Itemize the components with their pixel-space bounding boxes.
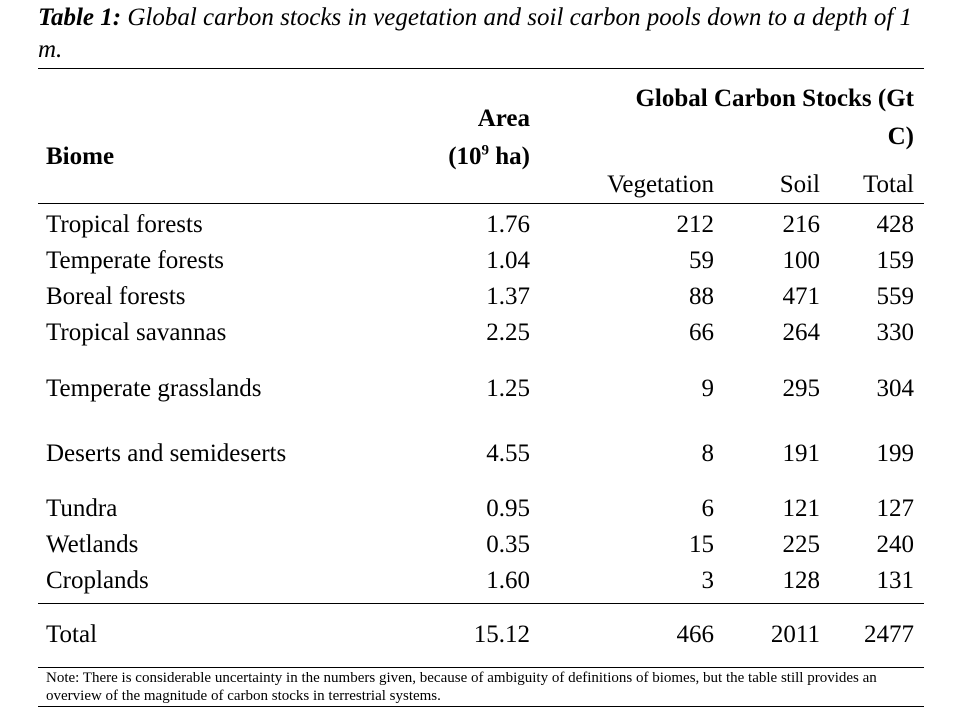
- row-area-cell: 0.95: [486, 495, 530, 522]
- row-vegetation-cell: 212: [676, 211, 715, 238]
- row-biome-cell: Croplands: [46, 567, 149, 594]
- row-total-cell: 127: [876, 495, 915, 522]
- row-soil-cell: 216: [782, 211, 821, 238]
- row-area-cell: 1.04: [486, 247, 530, 274]
- row-biome-cell: Tundra: [46, 495, 118, 522]
- caption-text: Global carbon stocks in vegetation and s…: [38, 4, 913, 63]
- row-biome-cell: Temperate forests: [46, 247, 225, 274]
- row-total-cell: 304: [876, 375, 915, 402]
- row-total-cell: 330: [876, 319, 915, 346]
- header-rule: [38, 203, 924, 204]
- row-area-cell: 1.60: [486, 567, 530, 594]
- top-rule: [38, 68, 924, 69]
- total-row-label: Total: [46, 621, 98, 648]
- row-soil-cell: 264: [782, 319, 821, 346]
- table-note: Note: There is considerable uncertainty …: [46, 670, 877, 704]
- row-vegetation-cell: 9: [701, 375, 715, 402]
- row-total-cell: 199: [876, 440, 915, 467]
- header-biome: Biome: [46, 143, 115, 170]
- row-total-cell: 428: [876, 211, 915, 238]
- bottom-rule: [38, 706, 924, 707]
- row-soil-cell: 191: [782, 440, 821, 467]
- header-area-pre: (10: [448, 143, 482, 170]
- row-soil-cell: 128: [782, 567, 821, 594]
- row-vegetation-cell: 15: [689, 531, 714, 558]
- row-soil-cell: 471: [782, 283, 821, 310]
- row-total-cell: 240: [876, 531, 915, 558]
- header-area-line2: (109 ha): [448, 142, 530, 172]
- row-total-cell: 159: [876, 247, 915, 274]
- header-stocks-line2: C): [887, 123, 914, 150]
- header-total: Total: [862, 171, 914, 198]
- table-caption: Table 1: Global carbon stocks in vegetat…: [38, 2, 928, 66]
- row-soil-cell: 100: [782, 247, 821, 274]
- row-area-cell: 0.35: [486, 531, 530, 558]
- total-row-soil: 2011: [770, 621, 820, 648]
- row-biome-cell: Wetlands: [46, 531, 139, 558]
- header-area-line1: Area: [477, 105, 530, 132]
- row-area-cell: 1.76: [486, 211, 530, 238]
- header-soil: Soil: [779, 171, 820, 198]
- row-area-cell: 4.55: [486, 440, 530, 467]
- header-vegetation: Vegetation: [607, 171, 714, 198]
- row-total-cell: 131: [876, 567, 915, 594]
- row-biome-cell: Tropical forests: [46, 211, 203, 238]
- row-biome-cell: Boreal forests: [46, 283, 186, 310]
- row-vegetation-cell: 66: [689, 319, 714, 346]
- row-vegetation-cell: 6: [701, 495, 715, 522]
- header-area-post: ha): [489, 143, 530, 170]
- row-soil-cell: 121: [782, 495, 821, 522]
- caption-label: Table 1:: [38, 4, 122, 31]
- total-row-area: 15.12: [473, 621, 530, 648]
- row-area-cell: 1.37: [486, 283, 530, 310]
- row-soil-cell: 225: [782, 531, 821, 558]
- row-biome-cell: Deserts and semideserts: [46, 440, 287, 467]
- row-vegetation-cell: 88: [689, 283, 714, 310]
- header-area-exponent: 9: [481, 142, 490, 159]
- header-stocks-line1: Global Carbon Stocks (Gt: [635, 85, 914, 112]
- total-row-vegetation: 466: [676, 621, 715, 648]
- row-area-cell: 1.25: [486, 375, 530, 402]
- row-biome-cell: Tropical savannas: [46, 319, 227, 346]
- row-vegetation-cell: 3: [701, 567, 715, 594]
- row-vegetation-cell: 59: [689, 247, 714, 274]
- row-total-cell: 559: [876, 283, 915, 310]
- row-vegetation-cell: 8: [701, 440, 715, 467]
- row-biome-cell: Temperate grasslands: [46, 375, 262, 402]
- body-rule: [38, 603, 924, 604]
- row-soil-cell: 295: [782, 375, 821, 402]
- total-rule: [38, 667, 924, 668]
- row-area-cell: 2.25: [486, 319, 530, 346]
- total-row-total: 2477: [864, 621, 914, 648]
